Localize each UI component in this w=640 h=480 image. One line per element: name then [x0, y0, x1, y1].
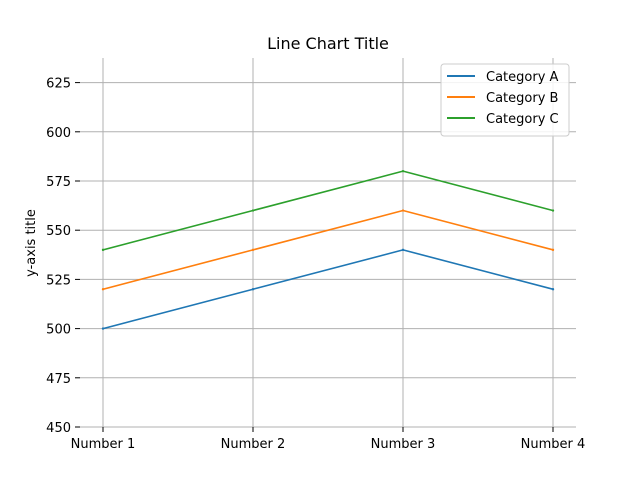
data-point — [251, 209, 255, 212]
legend-label: Category C — [486, 112, 559, 127]
axis-ticks: 450 475 500 525 550 575 600 625 Number 1 Number 2… — [46, 77, 585, 452]
legend: Category A Category B Category C — [440, 63, 570, 137]
series-lines — [101, 169, 555, 330]
y-tick-label: 600 — [46, 126, 71, 141]
data-point — [101, 327, 105, 330]
x-tick-label: Number 3 — [371, 437, 436, 452]
series-line-3 — [102, 170, 554, 251]
y-tick-label: 500 — [46, 323, 71, 338]
data-point — [251, 288, 255, 291]
y-tick-label: 475 — [46, 372, 71, 387]
data-point — [401, 248, 405, 252]
legend-label: Category B — [486, 91, 558, 106]
x-tick-label: Number 2 — [221, 437, 286, 452]
legend-label: Category A — [486, 70, 559, 85]
data-point — [101, 288, 105, 291]
data-point — [401, 169, 405, 173]
y-axis-title: y-axis title — [24, 209, 39, 277]
x-tick-label: Number 4 — [521, 437, 586, 452]
y-tick-label: 575 — [46, 175, 71, 190]
y-tick-label: 550 — [46, 224, 71, 239]
chart-title: Line Chart Title — [267, 34, 389, 53]
data-point — [551, 248, 555, 252]
series-line-1 — [102, 249, 554, 330]
y-tick-label: 625 — [46, 77, 71, 92]
data-point — [551, 209, 555, 212]
series-line-2 — [102, 209, 554, 291]
data-point — [251, 248, 255, 252]
x-tick-label: Number 1 — [71, 437, 136, 452]
y-tick-label: 525 — [46, 273, 71, 288]
data-point — [101, 248, 105, 252]
y-tick-label: 450 — [46, 421, 71, 436]
data-point — [551, 288, 555, 291]
data-point — [401, 209, 405, 212]
